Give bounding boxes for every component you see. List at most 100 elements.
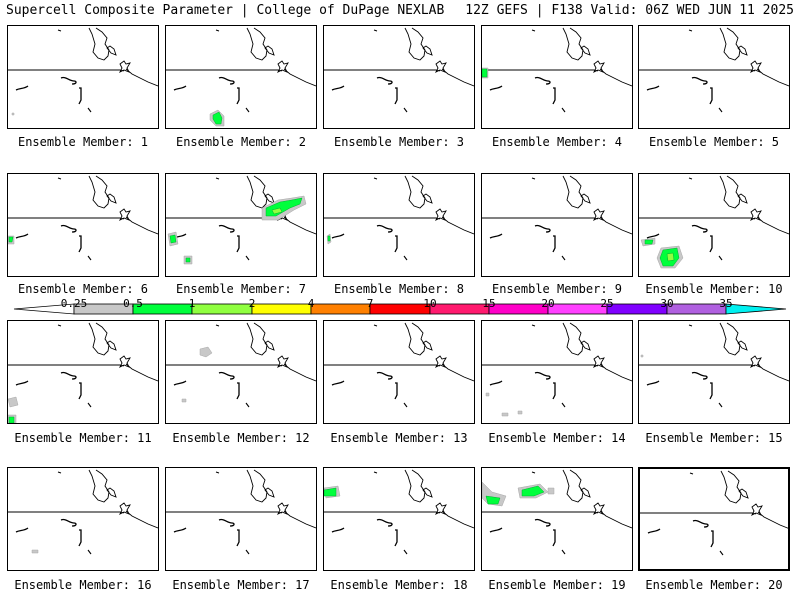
- legend-swatch: [488, 303, 549, 315]
- ensemble-map-panel: [165, 467, 317, 571]
- legend-tick-label: 0.25: [60, 297, 88, 310]
- map-outline: [482, 322, 632, 417]
- map-outline: [8, 469, 158, 555]
- legend-tick-label: 2: [248, 297, 256, 310]
- ensemble-map-panel: [638, 25, 790, 129]
- map-outline: [324, 322, 474, 408]
- legend-tick-label: 7: [366, 297, 374, 310]
- map-outline: [166, 175, 316, 265]
- ensemble-map-panel: [481, 25, 633, 129]
- ensemble-member-label: Ensemble Member: 5: [648, 135, 780, 149]
- scp-lightgreen-contour: [666, 252, 675, 262]
- ensemble-map-panel: [323, 320, 475, 424]
- scp-green-contour: [8, 416, 15, 423]
- ensemble-map-panel: [481, 467, 633, 571]
- ensemble-map-panel: [638, 320, 790, 424]
- legend-tick-label: 25: [600, 297, 614, 310]
- legend-tick-label: 15: [482, 297, 496, 310]
- ensemble-member-label: Ensemble Member: 9: [491, 282, 623, 296]
- ensemble-map-panel: [7, 320, 159, 424]
- legend-tick-label: 0.5: [123, 297, 143, 310]
- map-outline: [8, 27, 158, 116]
- ensemble-member-label: Ensemble Member: 11: [14, 431, 152, 445]
- ensemble-member-label: Ensemble Member: 7: [175, 282, 307, 296]
- scp-gray-contour: [181, 398, 187, 403]
- scp-gray-contour: [501, 412, 509, 417]
- legend-swatch: [369, 303, 431, 315]
- scp-gray-contour: [640, 354, 644, 358]
- legend-swatch: [429, 303, 490, 315]
- scp-lightgreen-contour: [271, 207, 283, 215]
- ensemble-member-label: Ensemble Member: 10: [645, 282, 783, 296]
- ensemble-map-panel: [323, 25, 475, 129]
- scp-gray-contour: [485, 392, 490, 397]
- scp-green-contour: [169, 234, 177, 244]
- ensemble-member-label: Ensemble Member: 16: [14, 578, 152, 592]
- ensemble-member-label: Ensemble Member: 3: [333, 135, 465, 149]
- ensemble-member-label: Ensemble Member: 20: [645, 578, 783, 592]
- ensemble-map-panel: [638, 173, 790, 277]
- map-outline: [324, 469, 474, 555]
- ensemble-member-label: Ensemble Member: 8: [333, 282, 465, 296]
- ensemble-member-label: Ensemble Member: 17: [172, 578, 310, 592]
- legend-swatch: [191, 303, 253, 315]
- scp-green-contour: [185, 257, 191, 263]
- scp-green-contour: [482, 68, 488, 78]
- color-legend-bar: [13, 303, 787, 315]
- ensemble-member-label: Ensemble Member: 1: [17, 135, 149, 149]
- scp-gray-contour: [517, 410, 523, 415]
- scp-gray-contour: [8, 396, 19, 408]
- ensemble-member-label: Ensemble Member: 14: [488, 431, 626, 445]
- scp-green-contour: [644, 239, 654, 245]
- scp-gray-contour: [31, 549, 39, 554]
- ensemble-map-panel: [638, 467, 790, 571]
- run-info: 12Z GEFS | F138 Valid: 06Z WED JUN 11 20…: [465, 3, 794, 18]
- ensemble-map-panel: [323, 173, 475, 277]
- map-outline: [482, 27, 632, 113]
- ensemble-map-panel: [323, 467, 475, 571]
- scp-green-contour: [521, 485, 545, 497]
- legend-tick-label: 20: [541, 297, 555, 310]
- map-outline: [8, 322, 158, 423]
- scp-green-contour: [8, 236, 14, 243]
- ensemble-member-label: Ensemble Member: 19: [488, 578, 626, 592]
- legend-swatch: [251, 303, 312, 315]
- ensemble-map-panel: [481, 320, 633, 424]
- ensemble-map-panel: [481, 173, 633, 277]
- map-outline: [8, 175, 158, 261]
- map-outline: [639, 175, 789, 269]
- legend-tick-label: 4: [307, 297, 315, 310]
- map-outline: [639, 27, 789, 113]
- ensemble-member-label: Ensemble Member: 2: [175, 135, 307, 149]
- legend-swatch: [606, 303, 668, 315]
- map-outline: [482, 469, 632, 555]
- scp-gray-contour: [199, 346, 213, 358]
- legend-tick-label: 35: [719, 297, 733, 310]
- ensemble-member-label: Ensemble Member: 18: [330, 578, 468, 592]
- legend-swatch: [547, 303, 608, 315]
- ensemble-map-panel: [165, 320, 317, 424]
- scp-green-contour: [485, 495, 501, 505]
- legend-swatch: [310, 303, 371, 315]
- map-title: Supercell Composite Parameter | College …: [6, 3, 445, 18]
- map-outline: [324, 27, 474, 113]
- map-outline: [482, 175, 632, 261]
- legend-tick-label: 30: [660, 297, 674, 310]
- map-outline: [166, 27, 316, 127]
- map-outline: [639, 322, 789, 408]
- scp-green-contour: [327, 235, 331, 242]
- ensemble-member-label: Ensemble Member: 13: [330, 431, 468, 445]
- map-outline: [640, 470, 788, 556]
- scp-gray-contour: [11, 112, 15, 116]
- ensemble-map-panel: [7, 173, 159, 277]
- legend-swatch: [666, 303, 727, 315]
- scp-green-contour: [324, 487, 337, 497]
- ensemble-map-panel: [165, 25, 317, 129]
- scp-gray-contour: [547, 487, 555, 495]
- legend-high-arrow: [725, 303, 787, 315]
- ensemble-map-panel: [7, 467, 159, 571]
- ensemble-member-label: Ensemble Member: 4: [491, 135, 623, 149]
- legend-tick-label: 10: [423, 297, 437, 310]
- scp-green-contour: [212, 111, 223, 125]
- legend-tick-label: 1: [188, 297, 196, 310]
